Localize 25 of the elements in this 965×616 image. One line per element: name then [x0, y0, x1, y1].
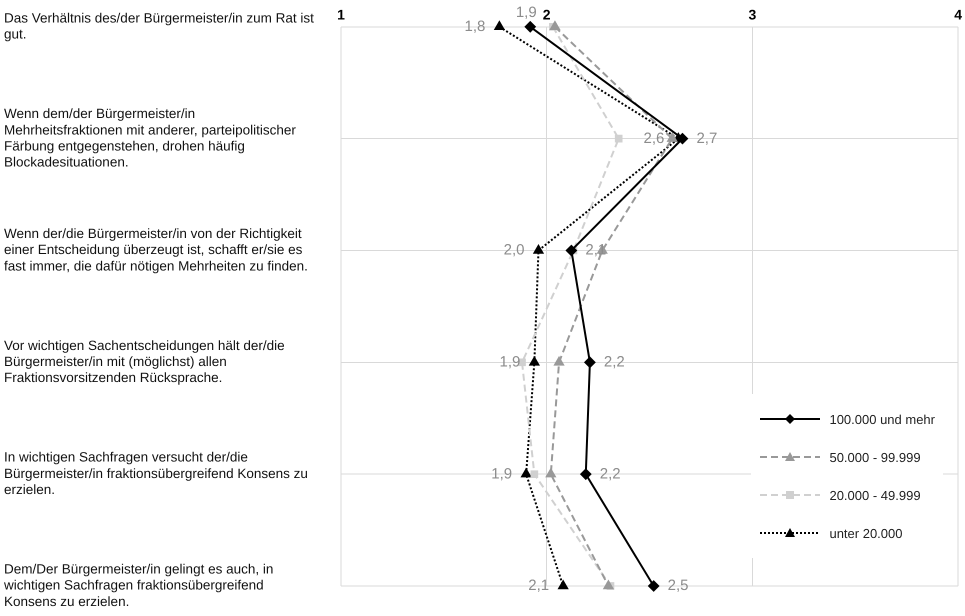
y-tick-label: Wenn dem/der Bürgermeister/in Mehrheitsfraktionen mit anderer, parteipolitischer Färbung entgegenstehen, drohen häufig Blockadesituationen.	[4, 106, 296, 170]
data-label: 1,9	[491, 465, 512, 482]
y-tick-label: In wichtigen Sachfragen versucht der/die Bürgermeister/in fraktionsübergreifend Konsens zu erzielen.	[4, 450, 308, 498]
y-tick-label: Das Verhältnis des/der Bürgermeister/in zum Rat ist gut.	[4, 10, 314, 42]
x-tick-label: 2	[542, 6, 551, 22]
data-label: 2,5	[668, 577, 689, 594]
data-label: 2,2	[604, 353, 625, 370]
x-tick-label: 4	[954, 6, 962, 22]
data-label: 2,7	[696, 130, 718, 147]
y-tick-label: Vor wichtigen Sachentscheidungen hält der/die Bürgermeister/in mit (möglichst) allen Fraktionsvorsitzenden Rücksprache.	[4, 338, 285, 386]
x-tick-label: 1	[337, 6, 346, 22]
data-label: 2,2	[600, 465, 621, 482]
legend-label: unter 20.000	[829, 526, 902, 540]
legend-label: 50.000 - 99.999	[829, 450, 921, 464]
data-label: 2,6	[643, 130, 664, 147]
data-label: 2,1	[528, 577, 550, 594]
legend-label: 20.000 - 49.999	[829, 488, 921, 502]
y-tick-label: Wenn der/die Bürgermeister/in von der Richtigkeit einer Entscheidung überzeugt ist, schafft er/sie es fast immer, die dafür nötigen Mehrheiten zu finden.	[4, 226, 308, 274]
x-tick-label: 3	[748, 6, 757, 22]
data-label: 2,0	[504, 242, 524, 259]
data-label: 1,8	[464, 18, 486, 35]
data-label: 1,9	[516, 4, 537, 21]
legend-label: 100.000 und mehr	[829, 412, 935, 426]
data-label: 1,9	[500, 353, 520, 370]
y-tick-label: Dem/Der Bürgermeister/in gelingt es auch, in wichtigen Sachfragen fraktionsübergreifend Konsens zu erzielen.	[3, 562, 274, 609]
